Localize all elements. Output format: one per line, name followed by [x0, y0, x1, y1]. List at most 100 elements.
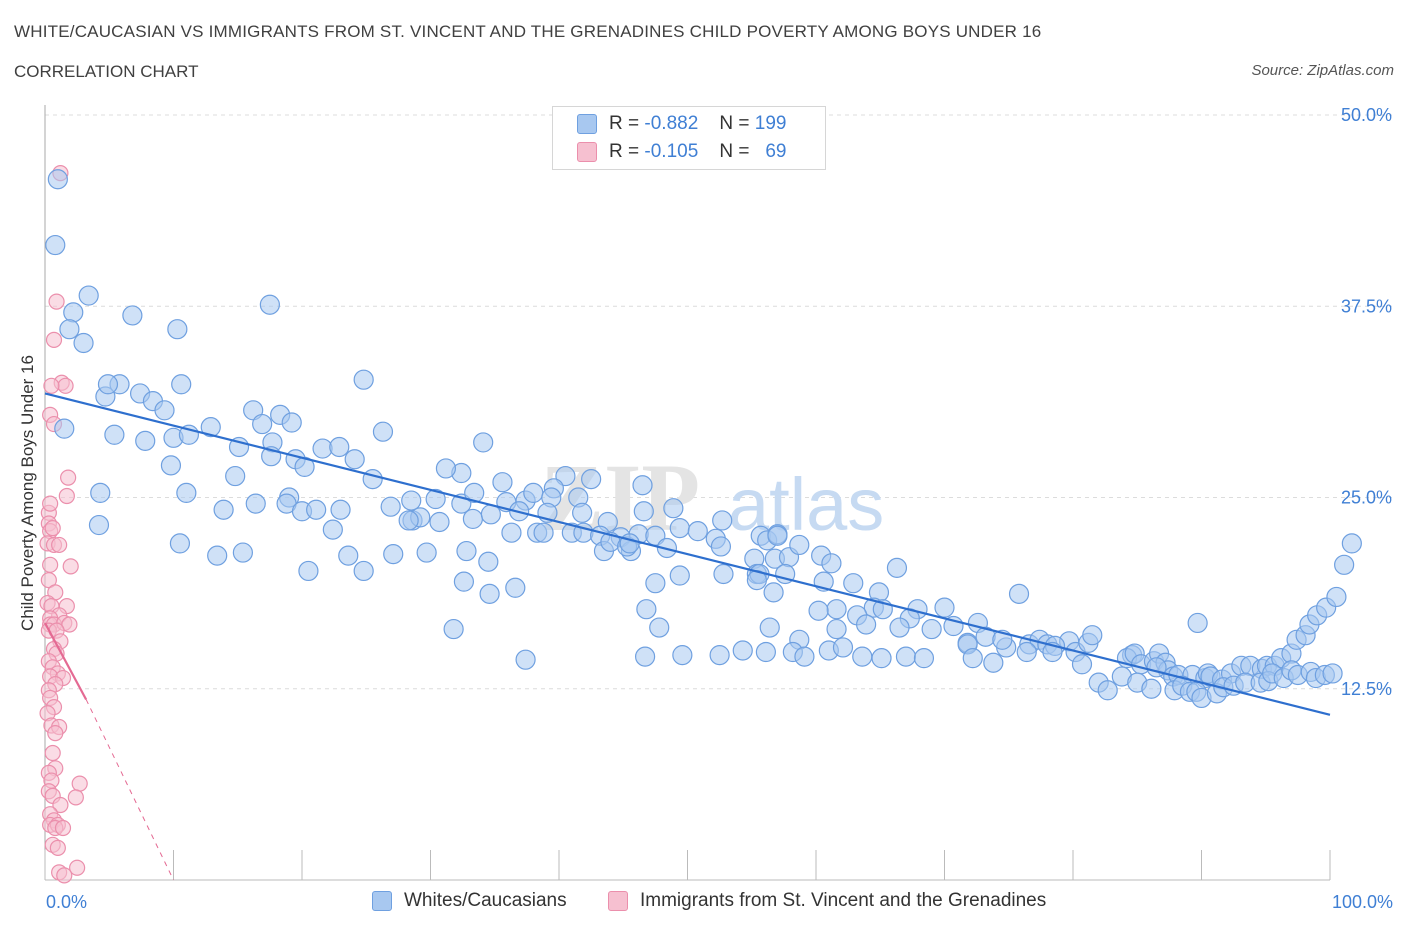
data-point-immigrants [44, 519, 61, 537]
stats-legend: R = -0.882 N = 199 R = -0.105 N = 69 [552, 106, 826, 170]
data-point-whites [619, 533, 640, 554]
data-point-immigrants [42, 556, 59, 573]
data-point-whites [380, 496, 401, 517]
data-point-whites [663, 498, 684, 519]
r-label: R = [609, 141, 640, 162]
data-point-whites [456, 540, 477, 562]
data-point-whites [633, 501, 654, 522]
data-point-whites [47, 169, 68, 190]
data-point-whites [889, 617, 910, 638]
data-point-whites [1334, 554, 1355, 575]
data-point-whites [983, 652, 1004, 673]
blue-swatch [577, 114, 597, 134]
legend-label: Immigrants from St. Vincent and the Gren… [640, 890, 1047, 911]
pink-swatch [608, 891, 628, 911]
data-point-whites [794, 646, 815, 667]
y-tick-label: 12.5% [1341, 679, 1392, 699]
stats-row-immigrants: R = -0.105 N = 69 [577, 140, 786, 164]
data-point-whites [759, 617, 780, 638]
data-point-whites [45, 234, 66, 256]
data-point-whites [464, 482, 485, 504]
y-tick-label: 25.0% [1341, 488, 1392, 508]
data-point-whites [232, 542, 253, 563]
data-point-immigrants [69, 859, 86, 876]
data-point-whites [169, 533, 191, 554]
data-point-immigrants [44, 744, 61, 762]
data-point-whites [732, 640, 753, 661]
data-point-whites [572, 502, 593, 523]
data-point-whites [443, 618, 464, 640]
data-point-whites [435, 458, 457, 479]
data-point-whites [672, 644, 693, 666]
data-point-whites [1071, 654, 1093, 675]
data-point-whites [501, 522, 522, 543]
trend-line-immigrants-extension [85, 699, 174, 881]
data-point-whites [710, 536, 732, 557]
data-point-immigrants [49, 839, 66, 856]
r-label: R = [609, 113, 640, 134]
data-point-whites [54, 418, 75, 439]
chart-subtitle: CORRELATION CHART [14, 62, 199, 81]
data-point-whites [383, 544, 404, 565]
legend-label: Whites/Caucasians [404, 890, 567, 911]
data-point-whites [425, 488, 446, 510]
data-point-whites [832, 637, 854, 658]
data-point-whites [416, 542, 437, 563]
data-point-whites [225, 465, 246, 487]
data-point-whites [669, 565, 690, 586]
data-point-whites [478, 551, 499, 572]
data-point-whites [78, 285, 99, 306]
data-point-whites [312, 438, 333, 459]
data-point-whites [398, 510, 419, 531]
data-point-immigrants [61, 616, 78, 633]
data-point-whites [763, 582, 784, 603]
data-point-whites [649, 617, 670, 638]
data-point-whites [176, 482, 197, 504]
data-point-whites [636, 599, 657, 620]
x-tick-label: 100.0% [1332, 892, 1393, 912]
data-point-whites [362, 469, 383, 490]
data-point-whites [322, 519, 343, 540]
data-point-whites [429, 511, 450, 533]
data-point-whites [934, 597, 955, 618]
data-point-whites [913, 648, 935, 669]
data-point-whites [372, 421, 394, 442]
data-point-immigrants [62, 558, 79, 575]
data-point-whites [505, 577, 526, 598]
stats-row-whites: R = -0.882 N = 199 [577, 112, 786, 136]
data-point-whites [1097, 680, 1118, 701]
data-point-whites [687, 521, 708, 542]
data-point-whites [581, 469, 602, 490]
data-point-whites [167, 319, 188, 340]
data-point-whites [462, 508, 484, 530]
data-point-immigrants [58, 487, 75, 505]
data-point-whites [171, 374, 192, 395]
data-point-whites [63, 302, 84, 323]
data-point-whites [515, 649, 536, 670]
data-point-whites [1187, 612, 1208, 634]
data-point-immigrants [56, 867, 73, 884]
data-point-whites [895, 646, 917, 667]
data-point-whites [533, 522, 554, 543]
data-point-immigrants [43, 377, 60, 394]
pink-swatch [577, 142, 597, 162]
data-point-whites [1322, 663, 1343, 684]
data-point-whites [962, 648, 983, 669]
data-point-whites [713, 563, 734, 585]
trend-lines [44, 392, 1331, 881]
data-point-whites [73, 332, 94, 354]
data-point-immigrants [54, 819, 72, 837]
data-point-whites [338, 545, 359, 566]
data-point-whites [921, 618, 942, 640]
data-point-whites [886, 557, 908, 578]
data-point-whites [821, 553, 842, 574]
r-value: -0.105 [644, 141, 699, 162]
data-point-whites [645, 573, 666, 594]
data-point-whites [281, 412, 302, 433]
data-point-whites [104, 424, 125, 445]
data-point-whites [298, 560, 319, 582]
data-point-immigrants [51, 536, 68, 554]
y-axis-label: Child Poverty Among Boys Under 16 [18, 355, 37, 631]
data-point-whites [353, 560, 374, 582]
